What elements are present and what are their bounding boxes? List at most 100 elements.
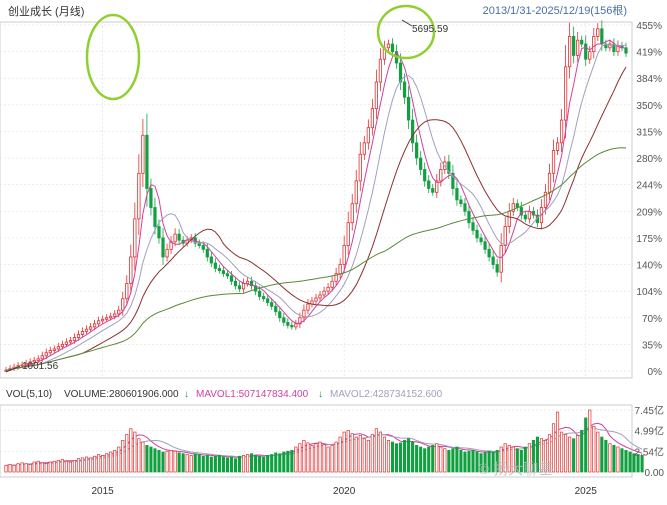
volume-bar (572, 438, 576, 473)
candle-up (113, 313, 117, 317)
candle (511, 198, 515, 216)
candle-down (157, 226, 161, 239)
candle-up (358, 153, 362, 182)
candle (370, 98, 374, 136)
x-tick-label: 2025 (575, 486, 598, 497)
volume-bar (342, 431, 346, 473)
candle (584, 35, 588, 67)
candle-down (580, 39, 584, 45)
volume-bar (330, 445, 334, 473)
volume-bar (612, 445, 616, 473)
high-label: 5695.59 (412, 24, 449, 35)
volume-bar (12, 464, 16, 473)
candle-up (588, 51, 592, 60)
candle-up (52, 348, 56, 351)
candle-down (209, 256, 213, 264)
volume-bar (580, 430, 584, 473)
candle (402, 73, 407, 105)
candle (451, 164, 455, 196)
candle (286, 318, 290, 329)
candle-up (121, 298, 125, 311)
candle-up (32, 359, 36, 363)
vol-label: VOL(5,10) (6, 389, 52, 400)
candle (547, 163, 552, 201)
volume-bar (141, 441, 145, 473)
candle-up (117, 309, 121, 315)
candle (423, 162, 427, 187)
volume-bar (338, 436, 342, 473)
candle (262, 292, 266, 302)
volume-bar (40, 462, 44, 473)
highlight-circle-2021 (376, 4, 436, 60)
candle-down (282, 317, 286, 323)
candle (350, 194, 354, 231)
volume-bar (451, 448, 455, 473)
volume-bar (298, 443, 302, 473)
volume-bar (370, 434, 374, 473)
y-tick-label: 209% (636, 207, 662, 218)
volume-bar (221, 456, 225, 473)
candle (580, 35, 584, 48)
volume-text: VOLUME:280601906.000 (64, 389, 179, 400)
volume-bar (439, 446, 443, 473)
candle-down (258, 290, 262, 297)
volume-bar (378, 431, 382, 473)
candle-up (44, 352, 48, 357)
ma20-line (5, 66, 627, 371)
candle-up (370, 108, 374, 129)
candle-up (165, 248, 169, 258)
volume-bar (419, 446, 423, 473)
volume-bar (254, 455, 258, 473)
candle-up (20, 364, 24, 367)
candle-up (72, 337, 77, 341)
volume-bar (286, 450, 290, 473)
volume-bar (213, 455, 217, 473)
date-range: 2013/1/31-2025/12/19(156根) (483, 3, 627, 17)
volume-bar (539, 438, 544, 473)
high-marker-line (401, 19, 413, 27)
volume-bar (60, 459, 64, 473)
y-tick-label: 244% (636, 181, 662, 192)
volume-bar (161, 451, 165, 473)
volume-bar (632, 453, 636, 473)
candle (576, 31, 580, 63)
candle (48, 346, 52, 356)
candle-up (241, 283, 246, 290)
volume-bar (604, 440, 608, 473)
volume-bar (427, 446, 431, 473)
volume-bar (584, 417, 588, 473)
candle-down (523, 214, 527, 220)
candle (249, 276, 254, 290)
volume-bar (564, 434, 568, 473)
ma10-line (5, 43, 627, 371)
volume-bar (153, 448, 157, 473)
candle (491, 251, 495, 270)
candle (588, 45, 592, 64)
volume-bar (592, 425, 596, 473)
y-axis: 455% 419% 384% 350% 315% 280% 244% 209% 175% 140%… (636, 21, 662, 378)
candle (479, 233, 483, 246)
candle (523, 210, 527, 223)
volume-bar (455, 446, 459, 473)
volume-bar (266, 455, 270, 473)
candle-down (286, 321, 290, 326)
candle (133, 202, 137, 271)
volume-bar (491, 451, 495, 473)
candle-up (338, 264, 342, 275)
volume-bar (16, 463, 20, 473)
candle-up (137, 172, 141, 220)
candle-down (427, 180, 431, 189)
candle-down (487, 248, 491, 258)
candle-down (161, 237, 165, 258)
candle-up (294, 323, 298, 328)
volume-bar (354, 436, 358, 473)
volume-bar (233, 458, 238, 473)
volume-bar (423, 448, 427, 473)
candle-up (374, 81, 378, 110)
candle (96, 316, 101, 328)
volume-bar (250, 453, 254, 473)
candle (326, 282, 330, 295)
candle-down (213, 262, 217, 269)
candle-up (568, 36, 572, 68)
volume-tick-label: 7.45亿 (635, 404, 664, 417)
